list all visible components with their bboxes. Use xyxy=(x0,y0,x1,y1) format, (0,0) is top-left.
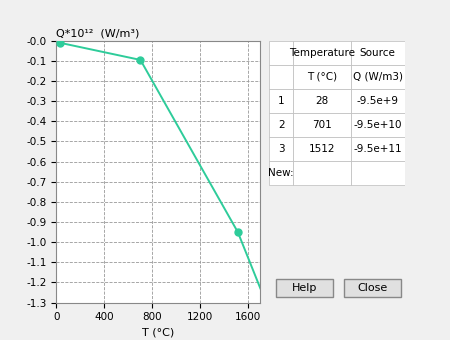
FancyBboxPatch shape xyxy=(293,65,351,89)
FancyBboxPatch shape xyxy=(293,41,351,65)
FancyBboxPatch shape xyxy=(351,113,405,137)
FancyBboxPatch shape xyxy=(351,65,405,89)
FancyBboxPatch shape xyxy=(293,89,351,113)
Text: Q (W/m3): Q (W/m3) xyxy=(353,72,403,82)
Text: -9.5e+10: -9.5e+10 xyxy=(354,120,402,130)
FancyBboxPatch shape xyxy=(293,161,351,185)
Text: 1512: 1512 xyxy=(309,144,335,154)
Text: 1: 1 xyxy=(278,96,284,106)
FancyBboxPatch shape xyxy=(269,89,293,113)
FancyBboxPatch shape xyxy=(293,113,351,137)
Text: Help: Help xyxy=(292,283,317,293)
Text: New:: New: xyxy=(268,168,294,178)
FancyBboxPatch shape xyxy=(293,137,351,161)
FancyBboxPatch shape xyxy=(269,113,293,137)
Text: Q*10¹²  (W/m³): Q*10¹² (W/m³) xyxy=(56,29,140,39)
Text: 701: 701 xyxy=(312,120,332,130)
FancyBboxPatch shape xyxy=(276,279,333,298)
FancyBboxPatch shape xyxy=(351,137,405,161)
Text: 2: 2 xyxy=(278,120,284,130)
Text: -9.5e+9: -9.5e+9 xyxy=(357,96,399,106)
FancyBboxPatch shape xyxy=(351,161,405,185)
Text: -9.5e+11: -9.5e+11 xyxy=(353,144,402,154)
Text: Source: Source xyxy=(360,48,396,58)
Text: 3: 3 xyxy=(278,144,284,154)
X-axis label: T (°C): T (°C) xyxy=(142,328,175,338)
FancyBboxPatch shape xyxy=(351,89,405,113)
FancyBboxPatch shape xyxy=(269,161,293,185)
Text: 28: 28 xyxy=(315,96,328,106)
FancyBboxPatch shape xyxy=(269,137,293,161)
FancyBboxPatch shape xyxy=(269,65,293,89)
FancyBboxPatch shape xyxy=(344,279,401,298)
FancyBboxPatch shape xyxy=(269,41,293,65)
FancyBboxPatch shape xyxy=(351,41,405,65)
Text: Close: Close xyxy=(357,283,387,293)
Text: T (°C): T (°C) xyxy=(307,72,337,82)
Text: Temperature: Temperature xyxy=(289,48,355,58)
